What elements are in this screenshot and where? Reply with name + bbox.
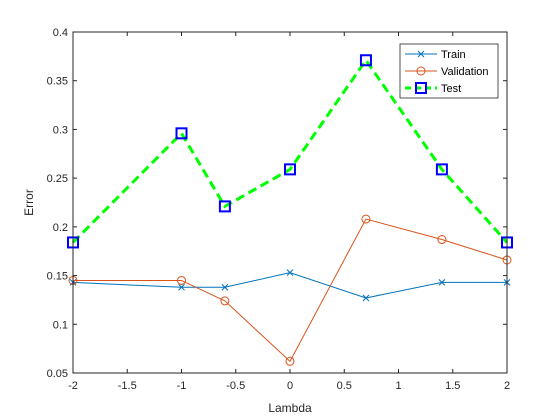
data-point-train <box>286 269 294 277</box>
data-point-validation <box>177 275 186 285</box>
x-tick-label: 1.5 <box>445 380 460 392</box>
legend-swatch-marker <box>416 66 426 76</box>
data-point-train <box>221 283 229 291</box>
data-point-train <box>438 279 446 286</box>
data-point-train <box>362 294 370 302</box>
data-point-test <box>218 200 231 213</box>
y-tick-label: 0.4 <box>53 27 68 39</box>
x-tick-label: 0 <box>287 380 293 392</box>
y-tick-label: 0.35 <box>47 76 68 88</box>
y-tick-label: 0.15 <box>47 271 68 283</box>
legend-label: Validation <box>441 66 489 78</box>
legend-swatch-marker <box>415 82 427 94</box>
data-point-validation <box>285 356 295 366</box>
legend-label: Train <box>441 49 466 61</box>
legend-swatch-marker <box>417 50 425 58</box>
x-tick-label: 2 <box>504 380 510 392</box>
x-axis-ticks: -2 -1.5 -1 -0.5 0 0.5 1 1.5 2 <box>68 32 510 392</box>
data-point-validation <box>220 296 230 306</box>
data-point-test <box>359 54 372 67</box>
legend-label: Test <box>441 83 461 95</box>
data-point-validation <box>437 235 447 245</box>
y-tick-label: 0.25 <box>47 173 68 185</box>
x-tick-label: -2 <box>68 380 78 392</box>
x-tick-label: 0.5 <box>337 380 352 392</box>
legend-entry-test: Test <box>405 82 461 95</box>
y-axis-ticks: 0.05 0.1 0.15 0.2 0.25 0.3 0.35 0.4 <box>47 27 507 380</box>
x-tick-label: -0.5 <box>226 380 245 392</box>
x-tick-label: -1 <box>177 380 187 392</box>
y-axis-label: Error <box>22 189 36 216</box>
data-point-train <box>178 283 185 291</box>
y-tick-label: 0.1 <box>53 319 68 331</box>
series-line-validation <box>73 218 508 363</box>
legend-entry-train: Train <box>405 49 466 61</box>
x-axis-label: Lambda <box>268 401 312 415</box>
data-point-validation <box>361 214 371 224</box>
data-point-test <box>435 163 448 176</box>
legend-entry-validation: Validation <box>405 66 489 78</box>
series-line-test <box>71 57 509 244</box>
legend: Train Validation Test <box>399 43 499 99</box>
legend-items: Train Validation Test <box>405 49 489 95</box>
y-tick-label: 0.2 <box>53 222 68 234</box>
x-tick-label: -1.5 <box>118 380 137 392</box>
x-tick-label: 1 <box>395 380 401 392</box>
y-tick-label: 0.3 <box>53 124 68 136</box>
data-point-test <box>175 127 188 140</box>
y-tick-label: 0.05 <box>47 368 68 380</box>
data-point-test <box>284 163 296 176</box>
